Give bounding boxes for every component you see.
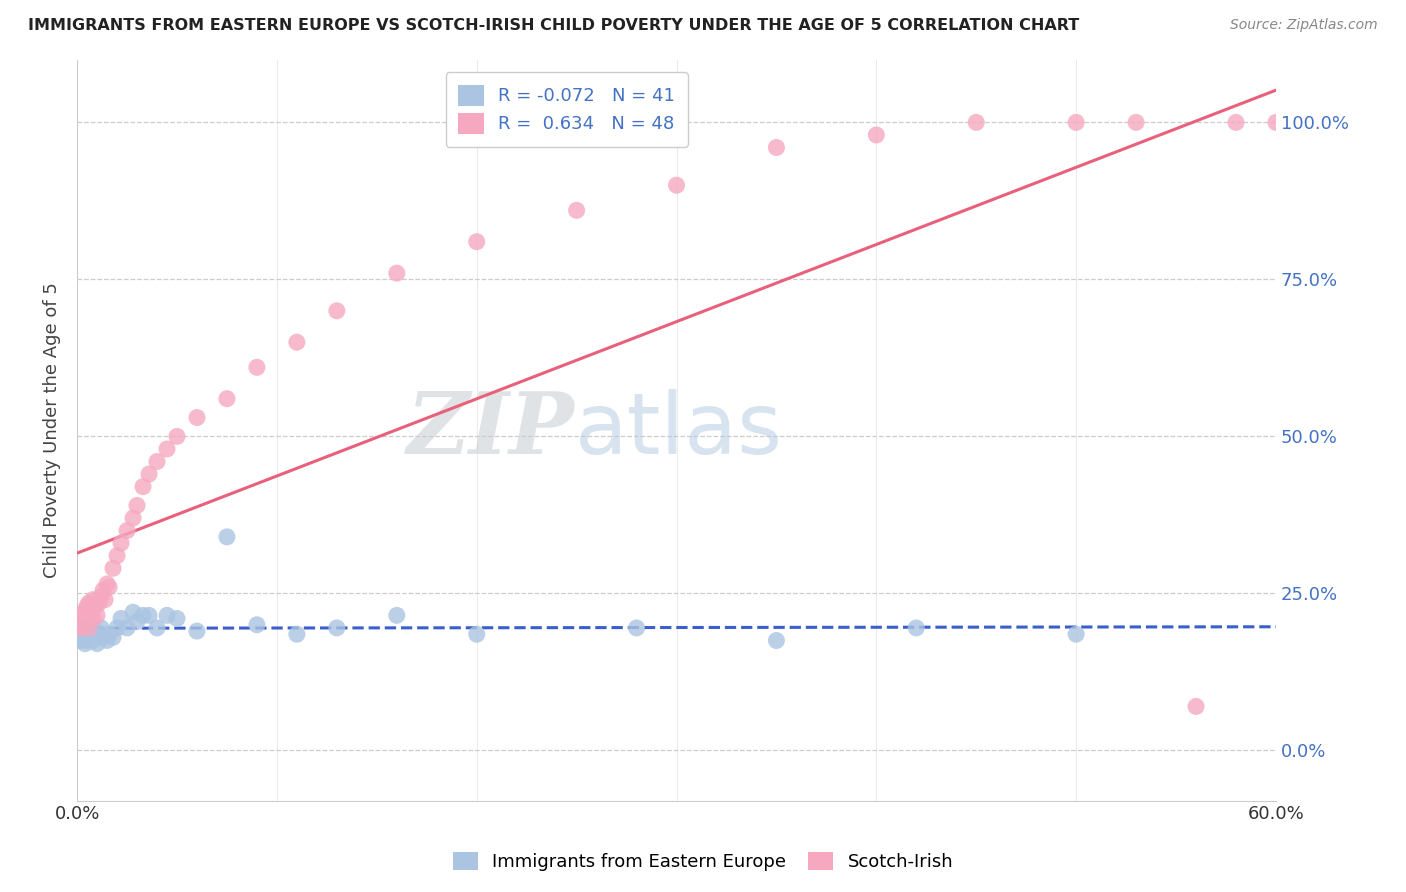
Point xyxy=(1125,115,1147,129)
Point xyxy=(76,621,98,635)
Point xyxy=(76,633,98,648)
Point xyxy=(665,178,688,193)
Point xyxy=(77,596,100,610)
Point xyxy=(96,633,118,648)
Point xyxy=(77,631,100,645)
Point xyxy=(70,633,93,648)
Point xyxy=(101,561,124,575)
Point xyxy=(385,608,408,623)
Point xyxy=(1265,115,1288,129)
Point xyxy=(72,608,94,623)
Point xyxy=(82,633,104,648)
Point xyxy=(626,621,648,635)
Point xyxy=(94,592,117,607)
Point xyxy=(215,392,238,406)
Point xyxy=(75,637,97,651)
Point xyxy=(75,627,97,641)
Point xyxy=(67,617,90,632)
Point xyxy=(132,608,155,623)
Point xyxy=(865,128,887,142)
Point xyxy=(122,605,145,619)
Point xyxy=(84,599,107,613)
Point xyxy=(72,605,94,619)
Point xyxy=(87,596,110,610)
Point xyxy=(91,583,114,598)
Text: atlas: atlas xyxy=(575,389,783,472)
Point xyxy=(132,480,155,494)
Point xyxy=(965,115,987,129)
Point xyxy=(70,621,93,635)
Point xyxy=(156,608,179,623)
Point xyxy=(125,499,148,513)
Point xyxy=(765,140,787,154)
Point xyxy=(72,624,94,638)
Point xyxy=(326,303,349,318)
Point xyxy=(77,621,100,635)
Point xyxy=(87,627,110,641)
Y-axis label: Child Poverty Under the Age of 5: Child Poverty Under the Age of 5 xyxy=(44,282,60,578)
Point xyxy=(115,524,138,538)
Point xyxy=(1064,115,1087,129)
Point xyxy=(90,621,112,635)
Point xyxy=(1064,627,1087,641)
Text: Source: ZipAtlas.com: Source: ZipAtlas.com xyxy=(1230,18,1378,32)
Point xyxy=(146,454,169,468)
Point xyxy=(1225,115,1247,129)
Point xyxy=(186,410,208,425)
Point xyxy=(84,624,107,638)
Point xyxy=(138,467,160,481)
Point xyxy=(82,592,104,607)
Legend: R = -0.072   N = 41, R =  0.634   N = 48: R = -0.072 N = 41, R = 0.634 N = 48 xyxy=(446,72,688,146)
Point xyxy=(91,631,114,645)
Point xyxy=(86,637,108,651)
Point xyxy=(110,536,132,550)
Point xyxy=(385,266,408,280)
Text: ZIP: ZIP xyxy=(406,388,575,472)
Point xyxy=(138,608,160,623)
Point xyxy=(765,633,787,648)
Point xyxy=(285,335,308,350)
Point xyxy=(156,442,179,456)
Point xyxy=(186,624,208,638)
Point xyxy=(110,611,132,625)
Point xyxy=(166,611,188,625)
Point xyxy=(465,235,488,249)
Point xyxy=(80,605,103,619)
Point xyxy=(101,631,124,645)
Text: IMMIGRANTS FROM EASTERN EUROPE VS SCOTCH-IRISH CHILD POVERTY UNDER THE AGE OF 5 : IMMIGRANTS FROM EASTERN EUROPE VS SCOTCH… xyxy=(28,18,1080,33)
Point xyxy=(67,621,90,635)
Point xyxy=(82,611,104,625)
Point xyxy=(80,627,103,641)
Point xyxy=(465,627,488,641)
Point xyxy=(98,580,121,594)
Point xyxy=(76,599,98,613)
Point xyxy=(90,590,112,604)
Point xyxy=(105,621,128,635)
Legend: Immigrants from Eastern Europe, Scotch-Irish: Immigrants from Eastern Europe, Scotch-I… xyxy=(446,845,960,879)
Point xyxy=(565,203,588,218)
Point xyxy=(75,615,97,629)
Point xyxy=(285,627,308,641)
Point xyxy=(246,617,269,632)
Point xyxy=(72,631,94,645)
Point xyxy=(246,360,269,375)
Point xyxy=(86,608,108,623)
Point xyxy=(1185,699,1208,714)
Point xyxy=(96,577,118,591)
Point xyxy=(125,615,148,629)
Point xyxy=(115,621,138,635)
Point xyxy=(166,429,188,443)
Point xyxy=(98,627,121,641)
Point xyxy=(122,511,145,525)
Point xyxy=(905,621,928,635)
Point xyxy=(70,627,93,641)
Point xyxy=(105,549,128,563)
Point xyxy=(146,621,169,635)
Point xyxy=(76,602,98,616)
Point xyxy=(326,621,349,635)
Point xyxy=(215,530,238,544)
